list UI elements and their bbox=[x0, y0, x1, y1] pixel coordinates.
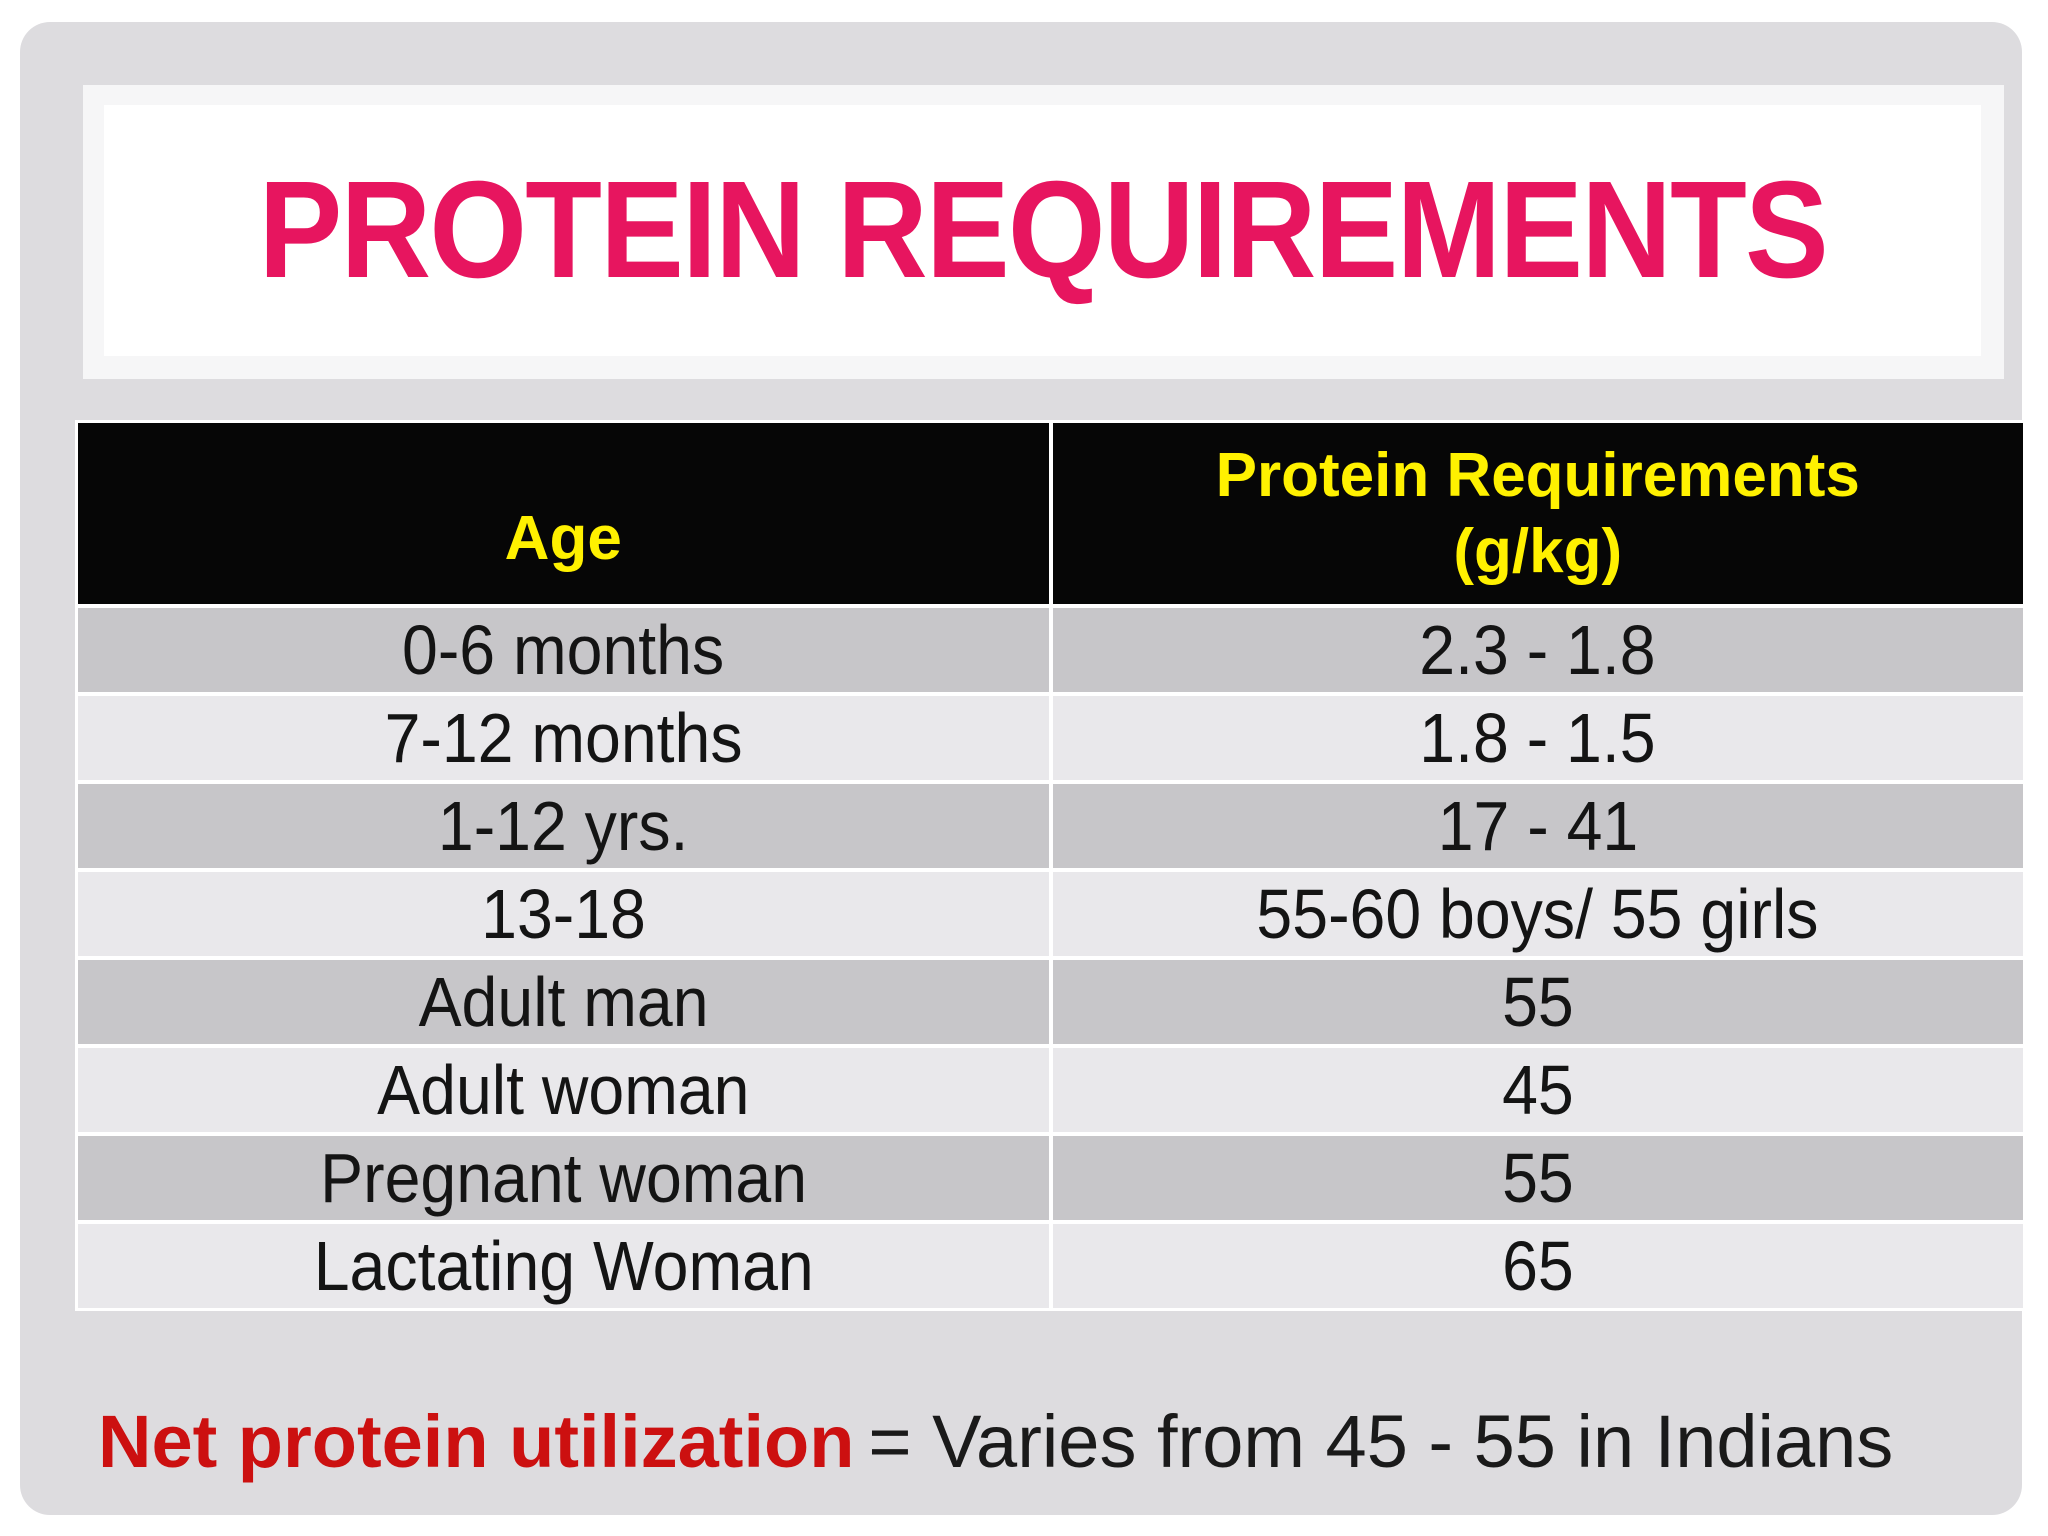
table-cell-requirement: 55-60 boys/ 55 girls bbox=[1052, 872, 2023, 956]
footnote-value: = Varies from 45 - 55 in Indians bbox=[868, 1400, 1894, 1483]
table-cell-age: 0-6 months bbox=[78, 608, 1049, 692]
table-cell-age: 7-12 months bbox=[78, 696, 1049, 780]
header-cell-age: Age bbox=[78, 423, 1049, 604]
table-cell-age: Adult woman bbox=[78, 1048, 1049, 1132]
header-requirements-line1: Protein Requirements bbox=[1215, 440, 1860, 510]
table-cell-age: 1-12 yrs. bbox=[78, 784, 1049, 868]
table-cell-age: Adult man bbox=[78, 960, 1049, 1044]
table-cell-requirement: 17 - 41 bbox=[1052, 784, 2023, 868]
table-cell-requirement: 55 bbox=[1052, 960, 2023, 1044]
header-requirements-line2: (g/kg) bbox=[1453, 516, 1623, 586]
table-cell-requirement: 45 bbox=[1052, 1048, 2023, 1132]
footnote: Net protein utilization = Varies from 45 … bbox=[20, 1399, 2022, 1485]
title-box: PROTEIN REQUIREMENTS bbox=[104, 105, 1981, 356]
header-age-label: Age bbox=[504, 503, 622, 573]
table-cell-requirement: 55 bbox=[1052, 1136, 2023, 1220]
table-cell-requirement: 65 bbox=[1052, 1224, 2023, 1308]
table-cell-age: Lactating Woman bbox=[78, 1224, 1049, 1308]
table-cell-age: 13-18 bbox=[78, 872, 1049, 956]
table-cell-requirement: 1.8 - 1.5 bbox=[1052, 696, 2023, 780]
table-cell-requirement: 2.3 - 1.8 bbox=[1052, 608, 2023, 692]
footnote-term: Net protein utilization bbox=[98, 1400, 855, 1483]
header-cell-requirements: Protein Requirements (g/kg) bbox=[1052, 423, 2023, 604]
protein-requirements-table: Age Protein Requirements (g/kg) 0-6 mont… bbox=[75, 420, 2026, 1311]
title-frame: PROTEIN REQUIREMENTS bbox=[83, 85, 2004, 379]
slide-card: PROTEIN REQUIREMENTS Age Protein Require… bbox=[20, 22, 2026, 1515]
page-title: PROTEIN REQUIREMENTS bbox=[258, 153, 1828, 307]
table-cell-age: Pregnant woman bbox=[78, 1136, 1049, 1220]
